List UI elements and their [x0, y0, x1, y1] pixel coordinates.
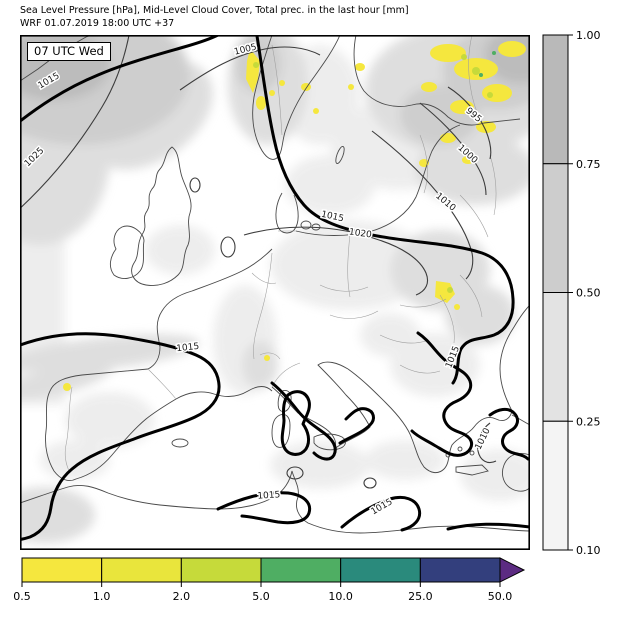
coast-corsica: [277, 390, 292, 412]
precip-colorbar-tick-label: 5.0: [252, 590, 270, 603]
precip-colorbar-tick-label: 50.0: [488, 590, 513, 603]
coast-crete: [455, 464, 489, 476]
coast-turkey-north: [511, 414, 530, 426]
contour-label-1015: 1015: [257, 490, 281, 502]
contour-1025: [20, 35, 130, 210]
cloud-colorbar-tick-label: 0.75: [576, 158, 601, 171]
contour-1010-turkey: [477, 422, 497, 464]
precip-colorbar-tick-label: 1.0: [93, 590, 111, 603]
coast-gotland: [335, 146, 345, 164]
cloud-colorbar-tick-label: 0.10: [576, 544, 601, 557]
weather-map: 1015 1025 1005 995 1000 1010 1015 1020 1…: [20, 35, 530, 550]
coast-denmark: [275, 192, 299, 234]
coast-balkans-greece: [347, 368, 513, 474]
coast-black-sea-west: [499, 304, 530, 412]
coast-west-europe: [147, 248, 273, 370]
cloud-colorbar-tick-label: 0.50: [576, 287, 601, 300]
precip-colorbar-segment: [419, 557, 501, 583]
pressure-contours: [20, 35, 497, 489]
precip-colorbar-over-arrow: [499, 557, 526, 583]
precip-colorbar-segment: [260, 557, 342, 583]
figure-title-line2: WRF 01.07.2019 18:00 UTC +37: [20, 17, 175, 29]
contour-label-1015: 1015: [176, 342, 200, 354]
coast-baltic-south: [295, 124, 461, 236]
coast-aegean-island: [469, 450, 475, 456]
country-borders: [64, 35, 497, 474]
coast-anatolia-west: [501, 453, 530, 492]
pressure-contours-1015-thick: [20, 35, 530, 542]
contour-995: [447, 86, 492, 160]
contour-closed-small: [286, 466, 304, 480]
cloud-cover-colorbar: 1.00 0.75 0.50 0.25 0.10: [542, 29, 601, 557]
contour-label-1015: 1015: [370, 497, 395, 517]
precip-colorbar-tick-label: 0.5: [13, 590, 31, 603]
cloud-colorbar-segment: [542, 163, 569, 293]
contour-label-1020: 1020: [348, 227, 372, 240]
coast-majorca: [171, 438, 189, 448]
precip-colorbar-tick-label: 10.0: [328, 590, 353, 603]
contour-1000: [419, 102, 487, 196]
precip-colorbar-segment: [21, 557, 103, 583]
coast-ireland: [109, 225, 145, 279]
precip-colorbar-tick-label: 2.0: [173, 590, 191, 603]
cloud-colorbar-tick-label: 0.25: [576, 415, 601, 428]
contour-1020: [243, 226, 429, 296]
contour-1010: [371, 130, 474, 280]
precip-colorbar-segment: [340, 557, 421, 583]
map-border: [20, 35, 530, 550]
coast-north-africa: [20, 470, 530, 534]
contour-label-1010: 1010: [474, 426, 493, 451]
precipitation-layer: [63, 41, 526, 391]
coast-iberia: [45, 368, 273, 482]
precipitation-colorbar: 0.5 1.0 2.0 5.0 10.0 25.0 50.0: [13, 557, 526, 603]
precipitation-heaviest-specks: [479, 51, 496, 77]
contour-closed-small: [363, 477, 377, 489]
precip-colorbar-tick-label: 25.0: [408, 590, 433, 603]
precip-colorbar-segment: [180, 557, 262, 583]
contour-1005: [179, 46, 321, 91]
map-panel: 07 UTC Wed: [20, 35, 530, 550]
cloud-colorbar-tick-label: 1.00: [576, 29, 601, 42]
coast-sicily: [313, 433, 346, 451]
precipitation-heavier-specks: [253, 54, 493, 293]
contour-closed-small: [189, 177, 201, 193]
coast-sardinia: [271, 414, 291, 448]
coast-aegean-island: [457, 446, 463, 452]
contour-closed-small: [220, 236, 236, 258]
cloud-colorbar-segment: [542, 292, 569, 422]
cloud-colorbar-segment: [542, 34, 569, 165]
figure-title-line1: Sea Level Pressure [hPa], Mid-Level Clou…: [20, 5, 409, 16]
coastlines: [20, 35, 530, 534]
figure-title: Sea Level Pressure [hPa], Mid-Level Clou…: [20, 5, 409, 30]
cloud-colorbar-segment: [542, 420, 569, 551]
valid-time-badge: 07 UTC Wed: [27, 42, 111, 61]
precip-colorbar-segment: [101, 557, 182, 583]
coast-finland: [353, 35, 521, 126]
coast-danish-islands: [300, 220, 312, 230]
